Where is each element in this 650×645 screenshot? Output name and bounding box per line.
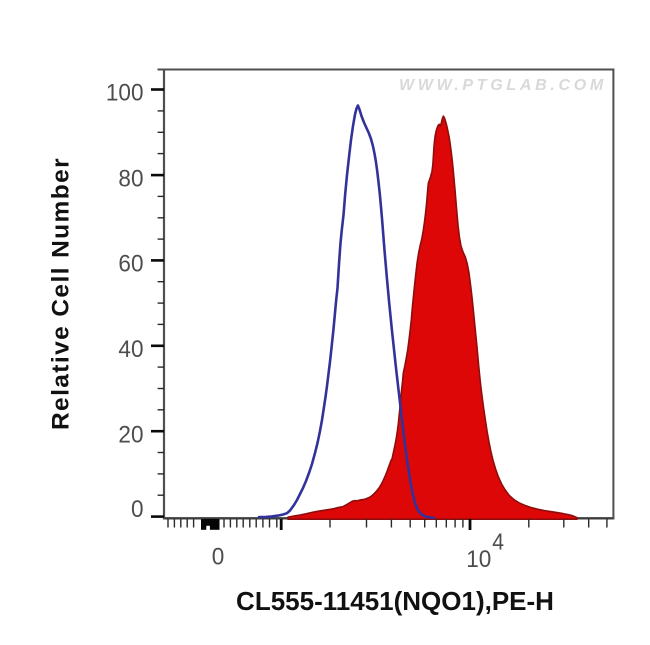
svg-text:0: 0 [212,543,225,570]
svg-text:100: 100 [106,79,144,106]
svg-text:WWW.PTGLAB.COM: WWW.PTGLAB.COM [399,77,607,94]
svg-text:20: 20 [118,421,143,448]
svg-text:10: 10 [466,545,491,572]
svg-text:0: 0 [131,495,144,522]
svg-text:4: 4 [492,529,504,555]
svg-text:60: 60 [118,250,143,277]
svg-text:80: 80 [118,164,143,191]
svg-text:40: 40 [118,335,143,362]
svg-text:CL555-11451(NQO1),PE-H: CL555-11451(NQO1),PE-H [236,586,554,616]
svg-text:Relative Cell Number: Relative Cell Number [48,157,75,430]
